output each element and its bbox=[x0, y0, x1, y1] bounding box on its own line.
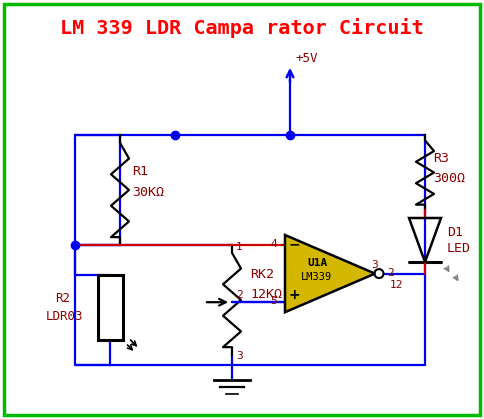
Text: LM 339 LDR Campa rator Circuit: LM 339 LDR Campa rator Circuit bbox=[60, 18, 424, 38]
Text: 12: 12 bbox=[390, 279, 404, 290]
Text: RK2: RK2 bbox=[250, 268, 274, 281]
Text: 12KΩ: 12KΩ bbox=[250, 288, 282, 301]
Text: D1: D1 bbox=[447, 226, 463, 239]
Text: 1: 1 bbox=[236, 242, 243, 252]
Text: 5: 5 bbox=[270, 296, 277, 306]
Text: 4: 4 bbox=[270, 239, 277, 249]
Text: 3: 3 bbox=[236, 351, 243, 361]
Text: R3: R3 bbox=[433, 152, 449, 165]
Text: 2: 2 bbox=[387, 268, 394, 278]
Text: 3: 3 bbox=[371, 260, 378, 269]
Text: −: − bbox=[289, 237, 301, 251]
Bar bbox=[97, 275, 122, 340]
Text: LM339: LM339 bbox=[301, 272, 332, 282]
Polygon shape bbox=[285, 235, 375, 312]
Text: LED: LED bbox=[447, 242, 471, 255]
Text: R1: R1 bbox=[132, 165, 148, 178]
Text: 2: 2 bbox=[236, 290, 243, 300]
Text: 300Ω: 300Ω bbox=[433, 172, 465, 185]
Text: U1A: U1A bbox=[307, 258, 327, 268]
Text: +5V: +5V bbox=[296, 52, 318, 65]
Text: LDR03: LDR03 bbox=[45, 310, 83, 323]
Text: R2: R2 bbox=[56, 292, 71, 305]
Text: +: + bbox=[289, 288, 301, 302]
Text: 30KΩ: 30KΩ bbox=[132, 186, 164, 199]
